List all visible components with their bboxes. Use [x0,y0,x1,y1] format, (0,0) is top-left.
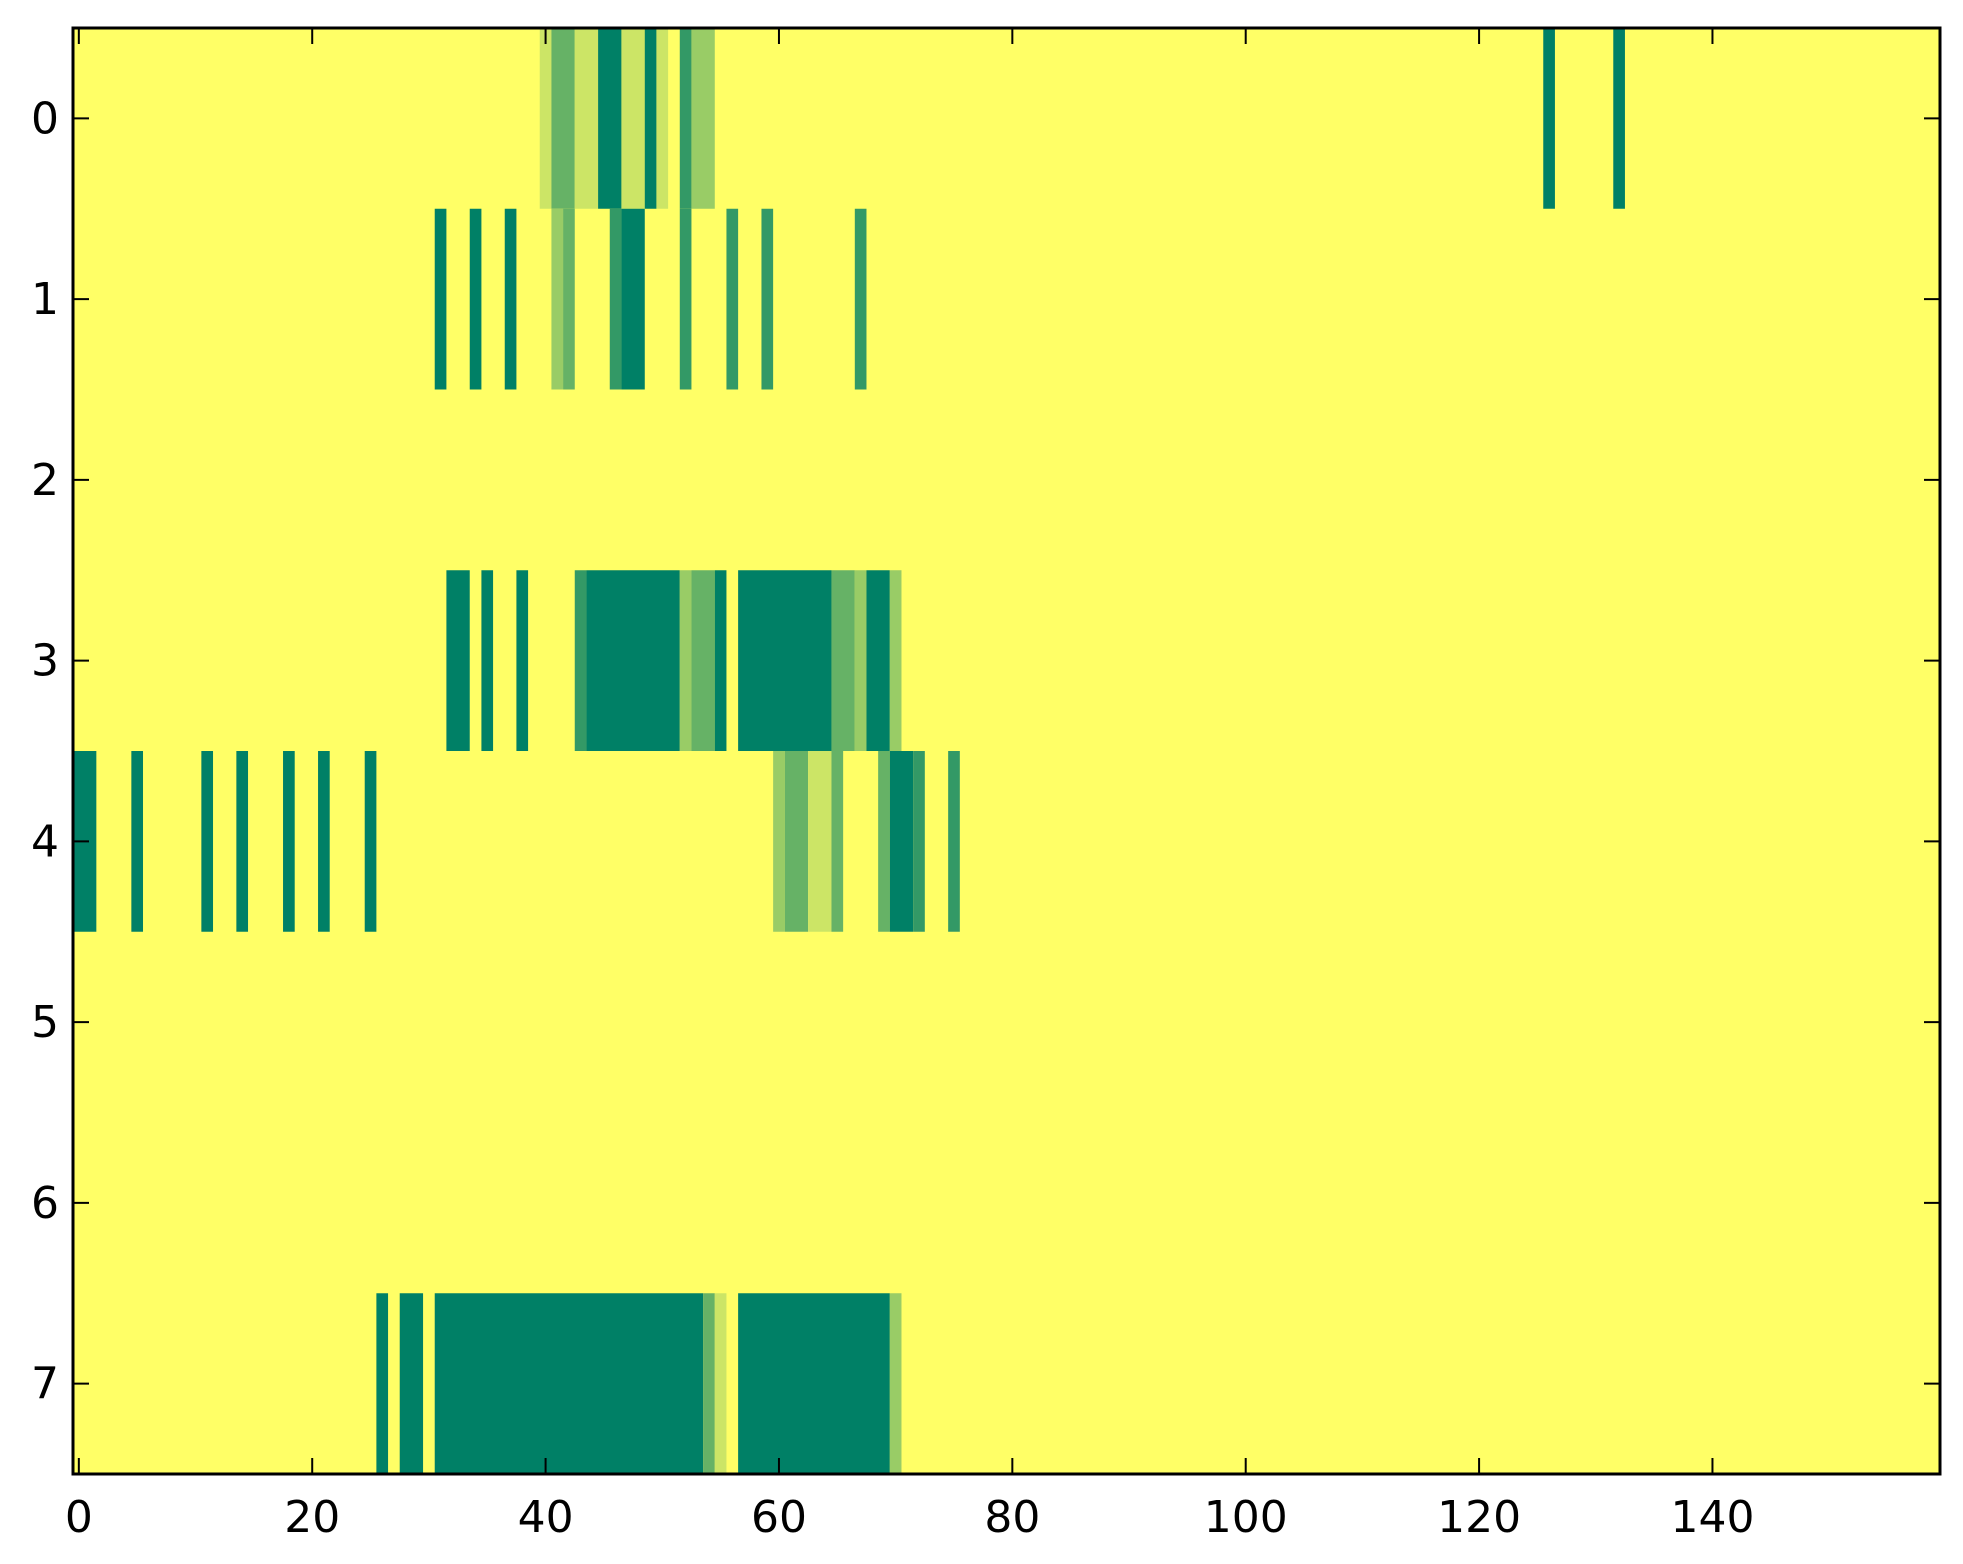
heatmap-cell-row-1-cols-34-34 [469,208,482,390]
heatmap-cell-row-3-cols-32-33 [446,570,470,751]
heatmap-cell-row-4-cols-60-60 [773,751,785,932]
y-tick-label-6: 6 [31,1178,59,1229]
heatmap-cell-row-3-cols-44-51 [586,570,680,751]
heatmap-cell-row-7-cols-55-55 [714,1293,727,1474]
x-tick-label-20: 20 [284,1492,340,1543]
heatmap-cell-row-1-cols-31-31 [434,208,447,390]
heatmap-cell-row-1-cols-46-46 [609,208,622,390]
heatmap-cell-row-3-cols-67-67 [854,570,867,751]
heatmap-cell-row-1-cols-59-59 [761,208,774,390]
heatmap-cell-row-4-cols-65-65 [831,751,844,932]
heatmap-cell-row-1-cols-56-56 [726,208,739,390]
heatmap-cell-row-4-cols-69-69 [878,751,890,932]
heatmap-cell-row-1-cols-41-41 [551,208,564,390]
heatmap-cell-row-0-cols-47-48 [621,28,645,209]
heatmap-cell-row-3-cols-52-52 [679,570,692,751]
heatmap-cell-row-7-cols-70-70 [889,1293,902,1474]
heatmap-cell-row-3-cols-68-69 [866,570,890,751]
heatmap-cell-row-4-cols-63-64 [808,751,832,932]
heatmap-cell-row-3-cols-57-64 [738,570,832,751]
heatmap-cell-row-4-cols-21-21 [318,751,330,932]
heatmap-cell-row-4-cols-5-5 [131,751,144,932]
plot-frame [71,26,1942,1476]
y-tick-label-3: 3 [31,636,59,687]
heatmap-cell-row-4-cols-14-14 [236,751,249,932]
y-tick-label-0: 0 [31,93,59,144]
heatmap-cell-row-1-cols-67-67 [854,208,867,390]
heatmap-cell-row-4-cols-70-71 [889,751,914,932]
y-tick-label-1: 1 [31,274,59,325]
x-tick-label-0: 0 [65,1492,93,1543]
y-tick-label-2: 2 [31,455,59,506]
heatmap-cell-row-0-cols-126-126 [1543,28,1555,209]
tick-labels: 0 20 40 60 80 100 120 140 0 1 2 3 4 5 6 7 [31,93,1754,1543]
heatmap-cell-row-0-cols-41-42 [551,28,575,209]
heatmap-cell-row-0-cols-40-40 [539,28,552,209]
x-tick-label-60: 60 [751,1492,807,1543]
heatmap-cell-row-7-cols-28-29 [399,1293,424,1474]
heatmap-cells [73,28,1940,1474]
heatmap-cell-row-7-cols-57-69 [738,1293,890,1474]
axis-ticks [73,28,1940,1474]
heatmap-cell-row-4-cols-72-72 [913,751,925,932]
heatmap-cell-row-4-cols-61-62 [784,751,809,932]
y-tick-label-7: 7 [31,1359,59,1410]
y-tick-label-5: 5 [31,997,59,1048]
y-tick-label-4: 4 [31,816,59,867]
heatmap-cell-row-0-cols-53-54 [691,28,715,209]
heatmap-cell-row-3-cols-70-70 [889,570,902,751]
heatmap-cell-row-1-cols-52-52 [679,208,692,390]
heatmap-cell-row-0-cols-49-49 [644,28,657,209]
x-tick-label-40: 40 [518,1492,574,1543]
heatmap-cell-row-3-cols-65-66 [831,570,855,751]
heatmap-background [73,28,1940,1474]
heatmap-cell-row-4-cols-11-11 [201,751,214,932]
heatmap-cell-row-1-cols-47-48 [621,208,645,390]
heatmap-cell-row-7-cols-31-53 [434,1293,704,1474]
heatmap-cell-row-7-cols-54-54 [703,1293,715,1474]
x-tick-label-80: 80 [984,1492,1040,1543]
heatmap-cell-row-4-cols-18-18 [283,751,295,932]
heatmap-cell-row-1-cols-42-42 [563,208,575,390]
heatmap-cell-row-4-cols-75-75 [948,751,960,932]
heatmap-cell-row-0-cols-132-132 [1613,28,1625,209]
heatmap-cell-row-3-cols-35-35 [481,570,494,751]
x-tick-label-100: 100 [1204,1492,1288,1543]
heatmap-cell-row-0-cols-45-46 [598,28,622,209]
heatmap-cell-row-0-cols-43-44 [574,28,599,209]
x-tick-label-140: 140 [1670,1492,1754,1543]
heatmap-cell-row-0-cols-50-50 [656,28,669,209]
heatmap-cell-row-3-cols-43-43 [574,570,587,751]
heatmap-cell-row-7-cols-26-26 [376,1293,389,1474]
heatmap-cell-row-0-cols-52-52 [679,28,692,209]
x-tick-label-120: 120 [1437,1492,1521,1543]
heatmap-cell-row-1-cols-37-37 [504,208,517,390]
heatmap-cell-row-3-cols-38-38 [516,570,529,751]
heatmap-cell-row-4-cols-25-25 [364,751,377,932]
heatmap-cell-row-3-cols-55-55 [714,570,727,751]
heatmap-cell-row-3-cols-53-54 [691,570,715,751]
